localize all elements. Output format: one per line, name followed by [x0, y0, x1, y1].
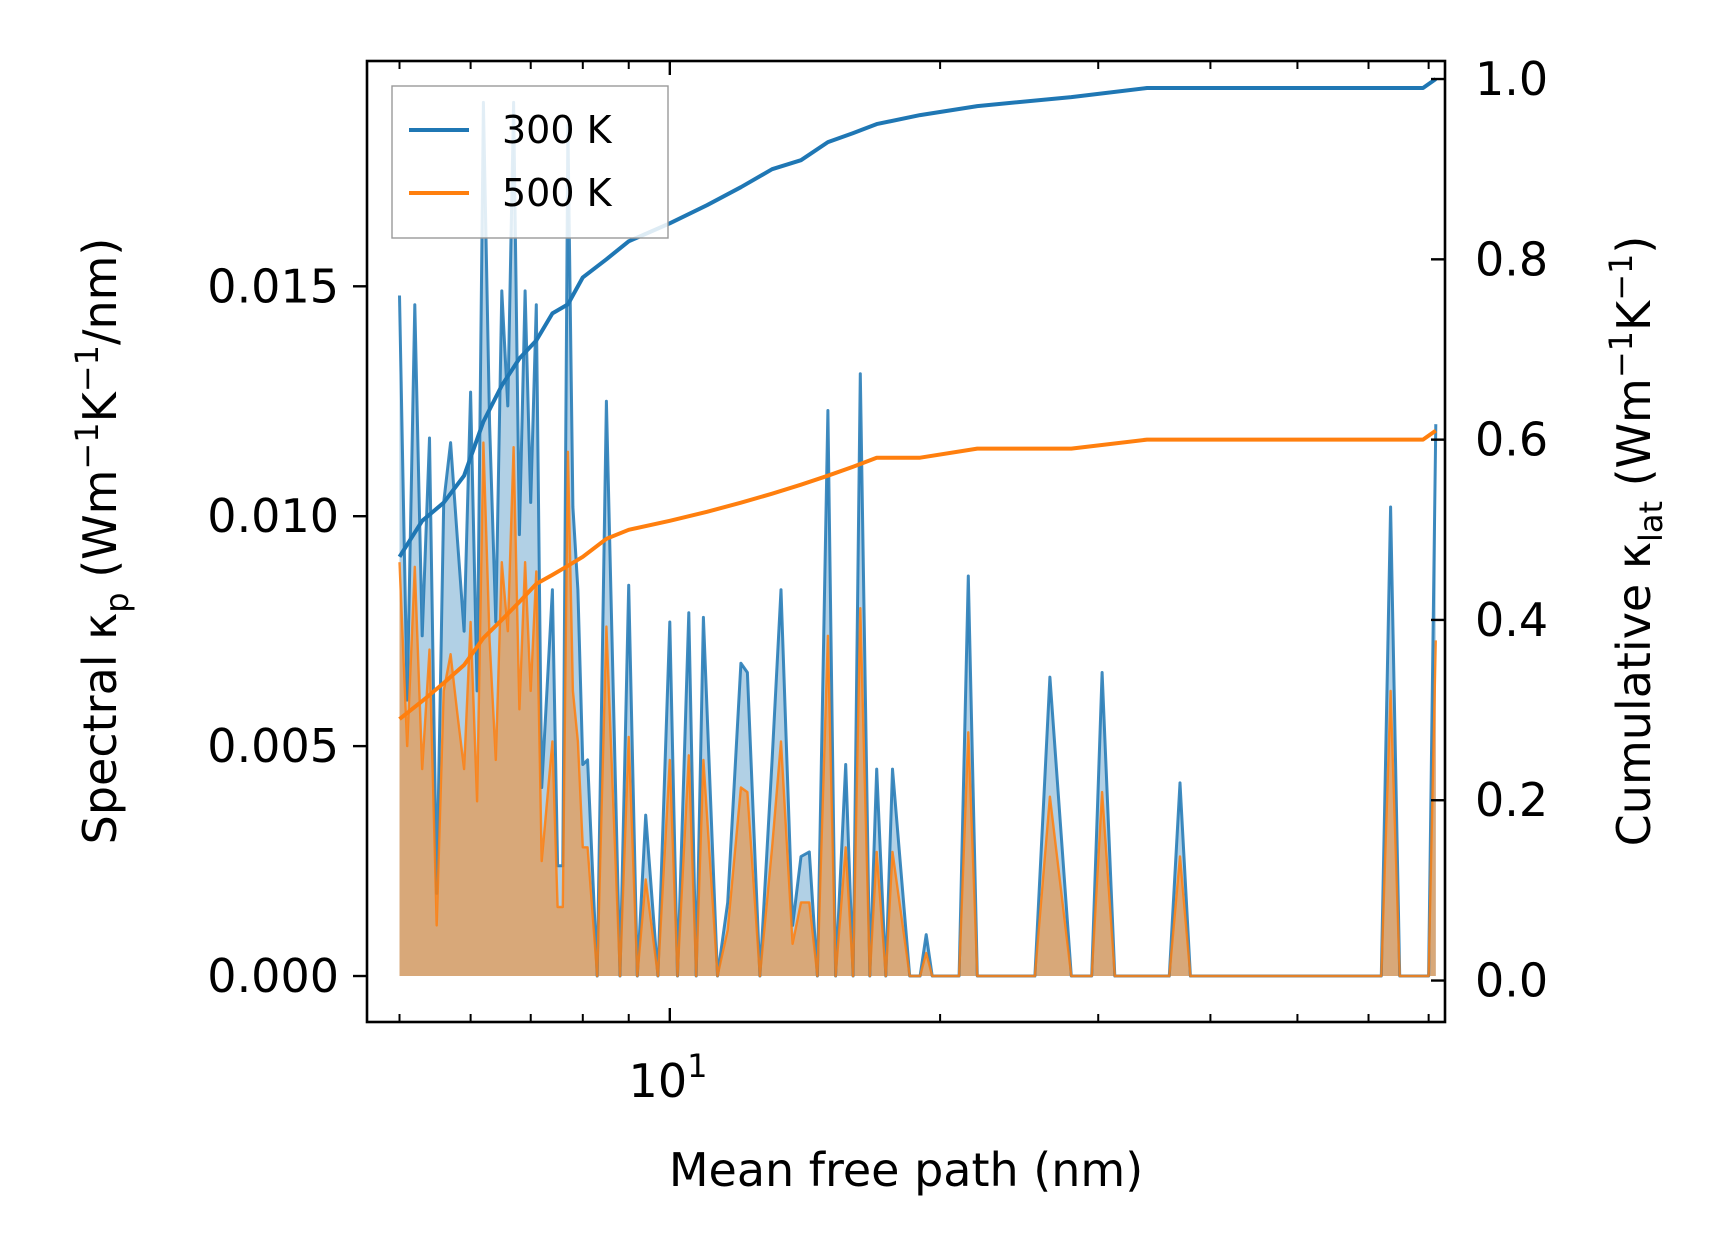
y-left-tick-label: 0.005 [207, 719, 339, 773]
spectral-area-500k [399, 442, 1436, 977]
y-right-tick-label: 0.8 [1475, 232, 1548, 286]
plot-frame [365, 59, 1447, 1024]
legend-label-300k: 300 K [502, 108, 613, 152]
x-tick-label-10: 101 [629, 1047, 708, 1108]
y-left-tick-label: 0.000 [207, 949, 339, 1003]
y-axis-right-title: Cumulative κlat (Wm−1K−1) [1602, 236, 1670, 847]
y-left-tick-label: 0.015 [207, 259, 339, 313]
y-right-tick-label: 1.0 [1475, 52, 1548, 106]
legend-label-500k: 500 K [502, 171, 613, 215]
cumulative-line-300k [397, 77, 1437, 558]
tick-layer: 0.000 0.005 0.010 0.015 0.0 0.2 0.4 0.6 0.8 1.0 [207, 52, 1548, 1022]
x-axis-title: Mean free path (nm) [669, 1143, 1143, 1197]
cumulative-line-500k [398, 428, 1437, 721]
y-right-tick-label: 0.4 [1475, 593, 1548, 647]
y-right-tick-label: 0.2 [1475, 773, 1548, 827]
legend: 300 K 500 K [391, 85, 669, 239]
y-right-tick-label: 0.6 [1475, 413, 1548, 467]
y-axis-left-title: Spectral κp (Wm−1K−1/nm) [68, 238, 136, 845]
y-left-tick-label: 0.010 [207, 489, 339, 543]
cumulative-line-layer [397, 77, 1437, 721]
spectral-line-layer [398, 100, 1438, 978]
legend-box [391, 85, 669, 239]
y-right-tick-label: 0.0 [1475, 954, 1548, 1008]
spectral-line-500k [398, 441, 1437, 978]
